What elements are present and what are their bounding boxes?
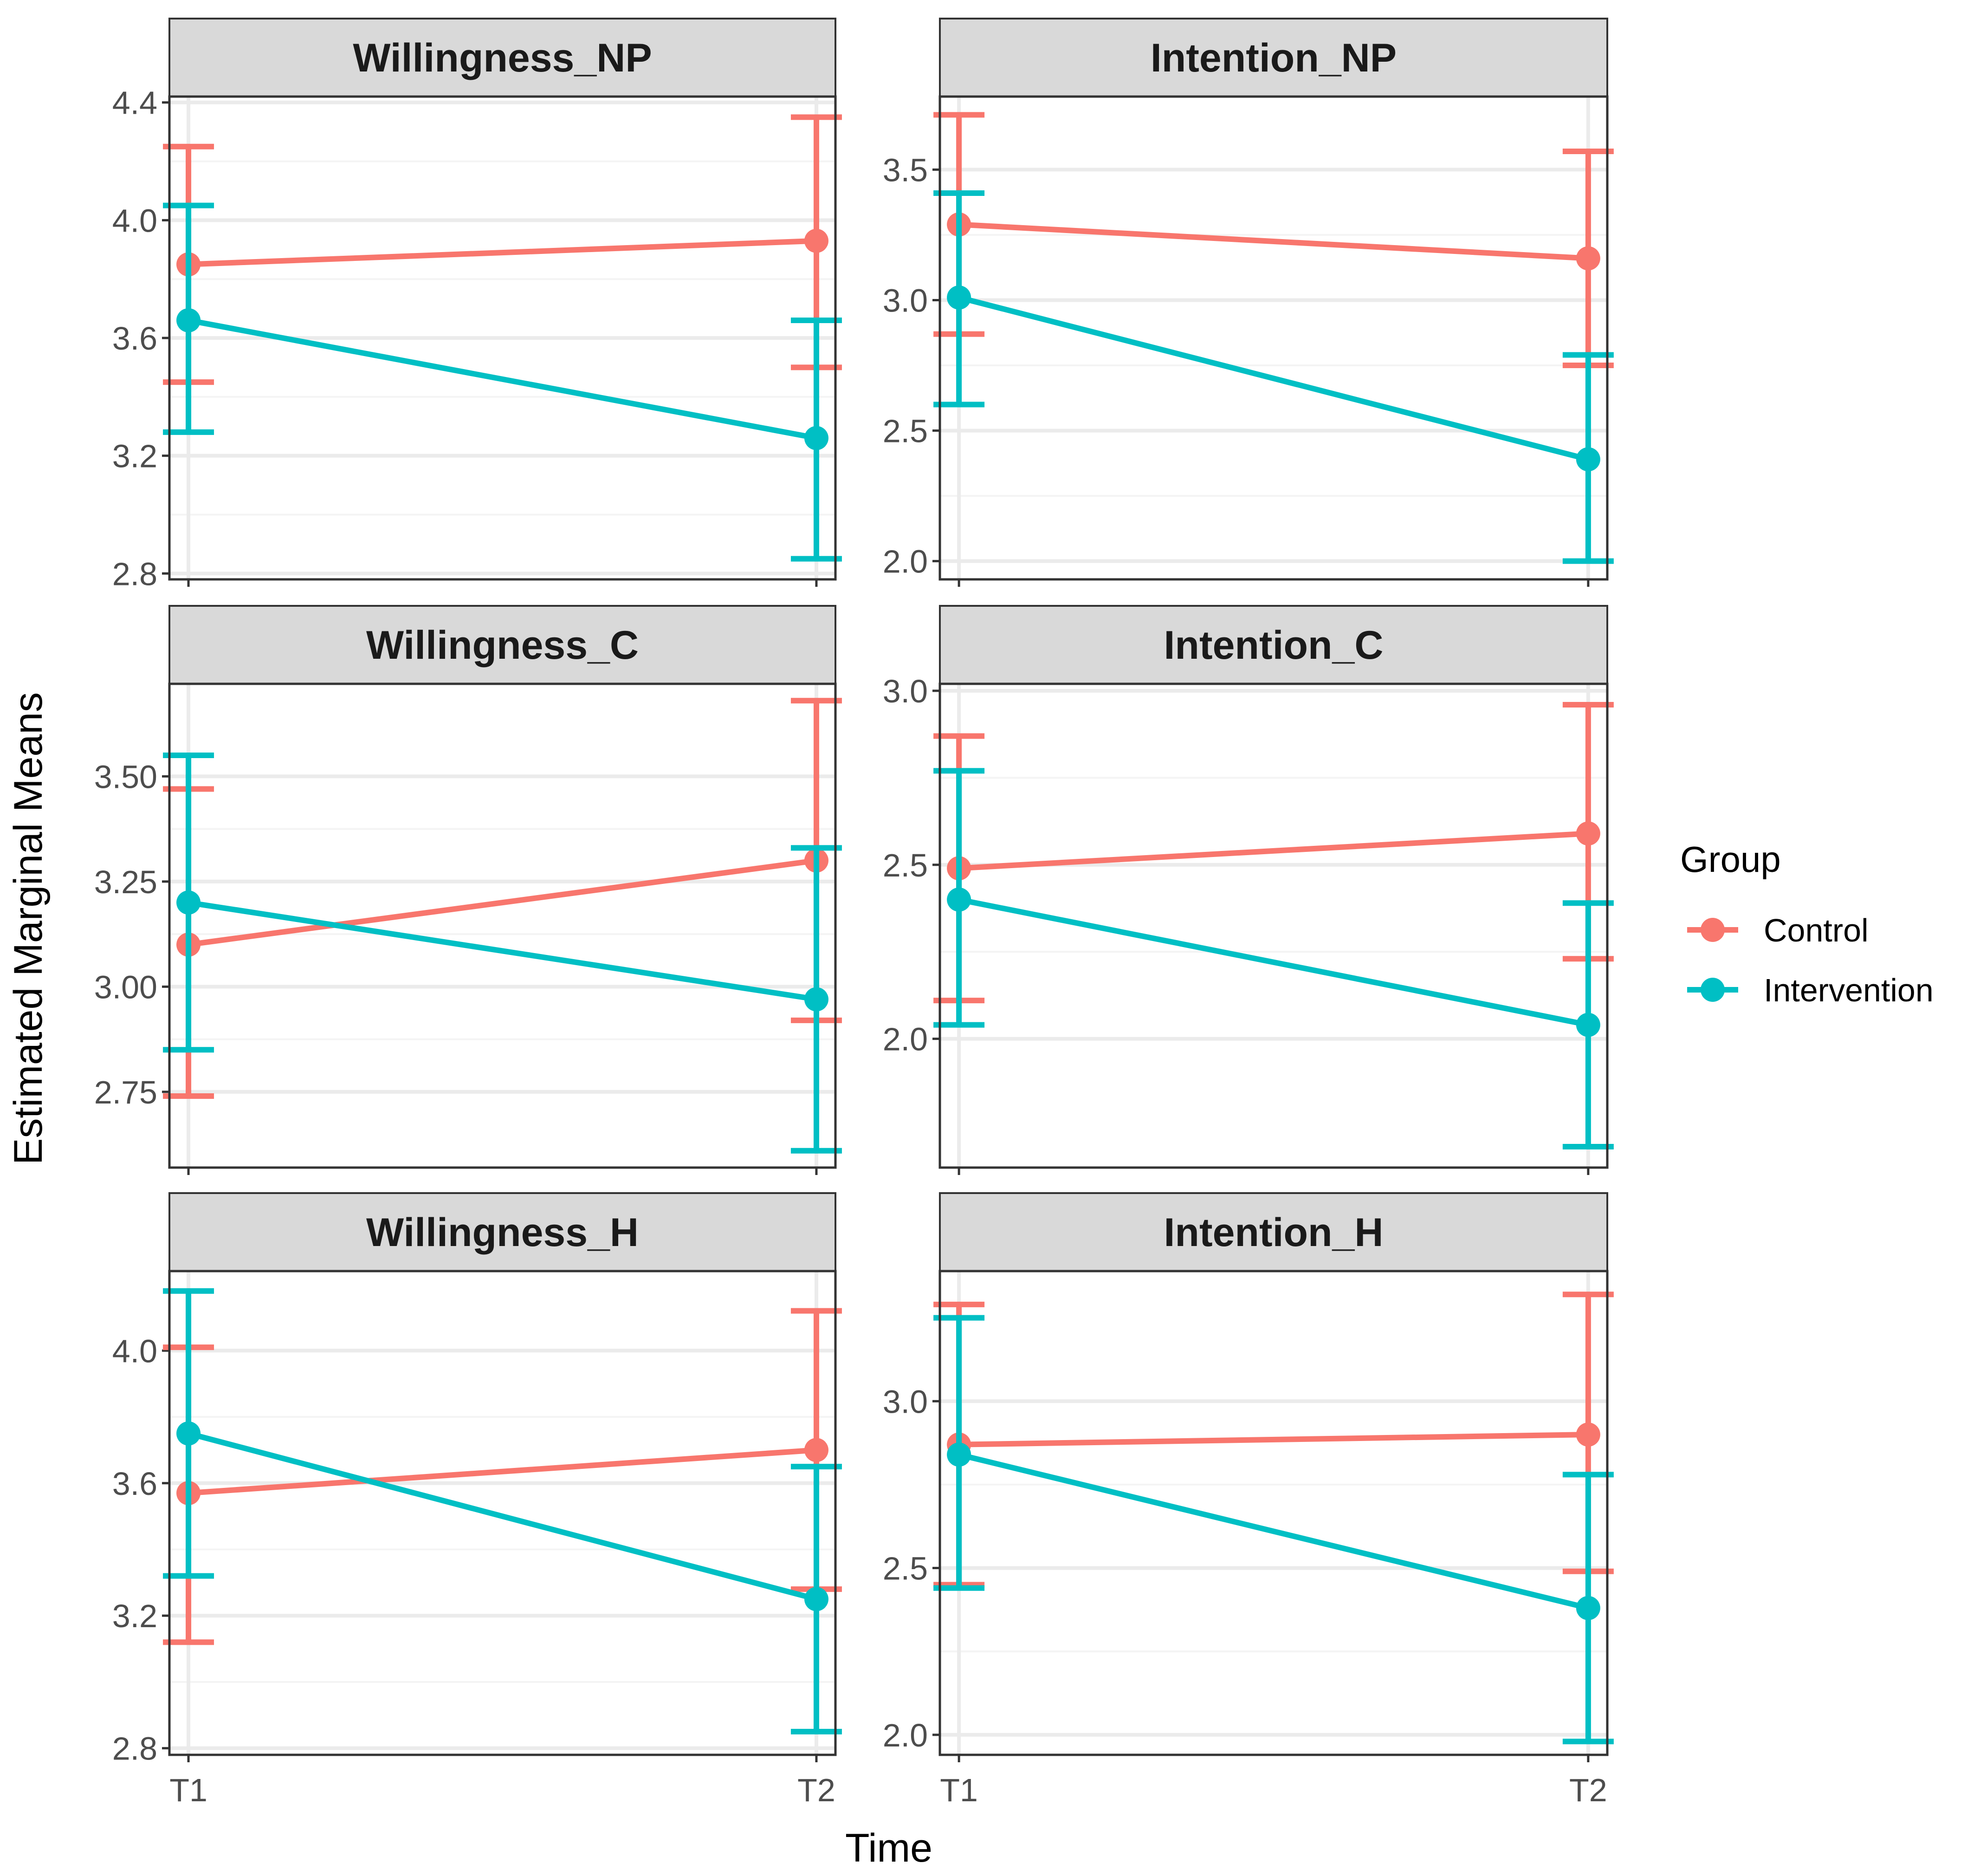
series-intervention bbox=[163, 202, 842, 562]
panel-background bbox=[940, 1271, 1607, 1755]
legend-title: Group bbox=[1680, 839, 1781, 880]
point-intervention bbox=[176, 1421, 201, 1446]
y-tick-label: 4.0 bbox=[112, 202, 157, 239]
panel-willingness-h: Willingness_H 2.8 3.2 3.6 4.0 T1 T2 bbox=[112, 1192, 842, 1808]
y-tick-label: 3.0 bbox=[883, 282, 928, 318]
panel-willingness-c: Willingness_C 2.75 3.00 3.25 3.50 bbox=[94, 605, 842, 1175]
y-tick-label: 2.0 bbox=[883, 1717, 928, 1753]
strip-background bbox=[939, 18, 1608, 97]
line-control bbox=[188, 238, 817, 267]
y-tick-label: 3.6 bbox=[112, 1466, 157, 1502]
strip-background bbox=[168, 605, 836, 685]
line-control bbox=[188, 857, 817, 948]
point-control bbox=[1576, 1422, 1600, 1447]
panel-intention-c: Intention_C 2.0 2.5 3.0 bbox=[883, 605, 1614, 1175]
y-tick-label: 3.2 bbox=[112, 438, 157, 474]
panel-background bbox=[940, 97, 1607, 579]
strip-background bbox=[168, 18, 836, 97]
x-axis-title: Time bbox=[845, 1826, 932, 1870]
y-tick-label: 3.00 bbox=[94, 969, 157, 1005]
strip-background bbox=[939, 605, 1608, 685]
y-tick-label: 3.0 bbox=[883, 1383, 928, 1420]
y-tick-label: 3.6 bbox=[112, 320, 157, 357]
panel-willingness-np: Willingness_NP 2.8 3.2 3.6 4.0 4.4 bbox=[112, 18, 842, 592]
panel-border bbox=[938, 1270, 1609, 1756]
panel-border bbox=[168, 1270, 837, 1756]
point-intervention bbox=[947, 285, 971, 310]
y-tick-label: 3.2 bbox=[112, 1598, 157, 1634]
y-tick-label: 2.8 bbox=[112, 1731, 157, 1767]
point-intervention bbox=[1576, 447, 1600, 472]
point-intervention bbox=[176, 308, 201, 332]
legend-label-intervention: Intervention bbox=[1764, 972, 1934, 1008]
y-tick-label: 3.0 bbox=[883, 673, 928, 709]
point-control bbox=[804, 228, 828, 253]
point-control bbox=[1576, 821, 1600, 846]
line-intervention bbox=[188, 1430, 817, 1602]
x-tick-label: T2 bbox=[797, 1772, 835, 1808]
point-control bbox=[804, 1438, 828, 1462]
panel-title: Intention_H bbox=[1164, 1210, 1384, 1255]
series-intervention bbox=[163, 1288, 842, 1735]
point-intervention bbox=[176, 890, 201, 915]
y-tick-label: 3.5 bbox=[883, 152, 928, 188]
y-tick-label: 2.5 bbox=[883, 1551, 928, 1587]
panel-border bbox=[938, 682, 1609, 1169]
line-intervention bbox=[188, 318, 817, 441]
line-intervention bbox=[958, 1452, 1589, 1611]
panel-border bbox=[168, 682, 837, 1169]
panel-title: Willingness_C bbox=[366, 623, 639, 668]
y-tick-label: 4.0 bbox=[112, 1333, 157, 1369]
y-tick-label: 2.8 bbox=[112, 556, 157, 592]
x-tick-label: T2 bbox=[1569, 1772, 1607, 1808]
point-intervention bbox=[804, 987, 828, 1012]
panel-background bbox=[169, 684, 835, 1168]
legend-label-control: Control bbox=[1764, 912, 1869, 948]
panel-title: Willingness_NP bbox=[353, 36, 652, 80]
y-tick-label: 3.50 bbox=[94, 759, 157, 795]
point-intervention bbox=[947, 1442, 971, 1467]
line-intervention bbox=[958, 896, 1589, 1028]
line-control bbox=[958, 221, 1589, 261]
point-intervention bbox=[804, 1587, 828, 1611]
series-intervention bbox=[933, 190, 1614, 564]
panel-background bbox=[940, 684, 1607, 1168]
panel-border bbox=[938, 95, 1609, 581]
line-control bbox=[959, 1432, 1588, 1448]
point-intervention bbox=[804, 426, 828, 450]
series-intervention bbox=[933, 768, 1614, 1150]
y-tick-label: 2.5 bbox=[883, 847, 928, 883]
strip-background bbox=[939, 1192, 1608, 1272]
y-tick-label: 2.0 bbox=[883, 544, 928, 580]
panel-title: Intention_C bbox=[1164, 623, 1384, 668]
legend bbox=[1687, 918, 1738, 1002]
y-tick-label: 3.25 bbox=[94, 864, 157, 900]
point-control bbox=[1576, 246, 1600, 271]
y-tick-label: 2.75 bbox=[94, 1074, 157, 1110]
panel-title: Intention_NP bbox=[1151, 36, 1397, 80]
x-tick-label: T1 bbox=[940, 1772, 978, 1808]
line-control bbox=[188, 1447, 817, 1496]
y-tick-label: 4.4 bbox=[112, 85, 157, 121]
legend-key-point-control bbox=[1701, 918, 1725, 942]
series-intervention bbox=[933, 1315, 1614, 1745]
point-intervention bbox=[1576, 1013, 1600, 1037]
panel-intention-np: Intention_NP 2.0 2.5 3.0 3.5 bbox=[883, 18, 1614, 587]
panel-intention-h: Intention_H 2.0 2.5 3.0 T1 T2 bbox=[883, 1192, 1614, 1808]
series-intervention bbox=[163, 753, 842, 1154]
y-tick-label: 2.0 bbox=[883, 1021, 928, 1058]
x-tick-label: T1 bbox=[169, 1772, 207, 1808]
panel-title: Willingness_H bbox=[366, 1210, 639, 1255]
line-control bbox=[958, 831, 1589, 871]
panel-border bbox=[168, 95, 837, 581]
y-tick-label: 2.5 bbox=[883, 413, 928, 449]
line-intervention bbox=[958, 295, 1589, 462]
legend-key-point-intervention bbox=[1701, 978, 1725, 1002]
point-intervention bbox=[947, 887, 971, 912]
point-intervention bbox=[1576, 1596, 1600, 1620]
y-axis-title: Estimated Marginal Means bbox=[6, 692, 51, 1165]
line-intervention bbox=[188, 900, 817, 1002]
